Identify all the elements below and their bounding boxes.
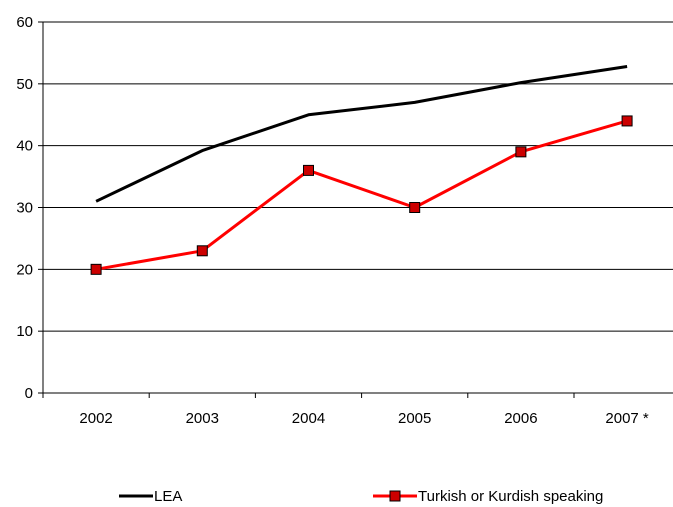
x-axis-ticks: 2002 2003 2004 2005 2006 2007 * [42,393,649,427]
legend-marker-turkish-kurdish [389,490,401,502]
y-axis-ticks: 0 10 20 30 40 50 60 [16,14,43,402]
gridlines [43,21,673,332]
x-tick-label: 2005 [398,410,431,427]
data-point-1-0 [90,263,102,275]
data-point-1-3 [409,202,421,213]
legend-item-turkish-kurdish: Turkish or Kurdish speaking [373,488,603,505]
x-tick-label: 2004 [292,410,325,427]
legend: LEA Turkish or Kurdish speaking [119,488,603,505]
y-tick-label: 20 [16,261,33,278]
legend-item-lea: LEA [119,488,182,505]
x-tick-label: 2006 [504,410,537,427]
series-line-0 [95,65,628,203]
series-line-1 [95,119,628,271]
y-tick-label: 30 [16,200,33,217]
x-tick-label: 2007 * [605,410,649,427]
series-layer [90,65,633,275]
legend-label-lea: LEA [154,488,182,505]
x-tick-label: 2002 [79,410,112,427]
data-point-1-1 [196,245,208,257]
y-tick-label: 50 [16,76,33,93]
x-tick-label: 2003 [186,410,219,427]
data-point-1-2 [302,164,314,176]
y-tick-label: 40 [16,138,33,155]
data-point-1-5 [621,115,633,127]
data-point-1-4 [515,146,527,158]
y-tick-label: 0 [25,385,33,402]
legend-label-turkish-kurdish: Turkish or Kurdish speaking [418,488,603,505]
y-tick-label: 60 [16,14,33,31]
y-tick-label: 10 [16,323,33,340]
